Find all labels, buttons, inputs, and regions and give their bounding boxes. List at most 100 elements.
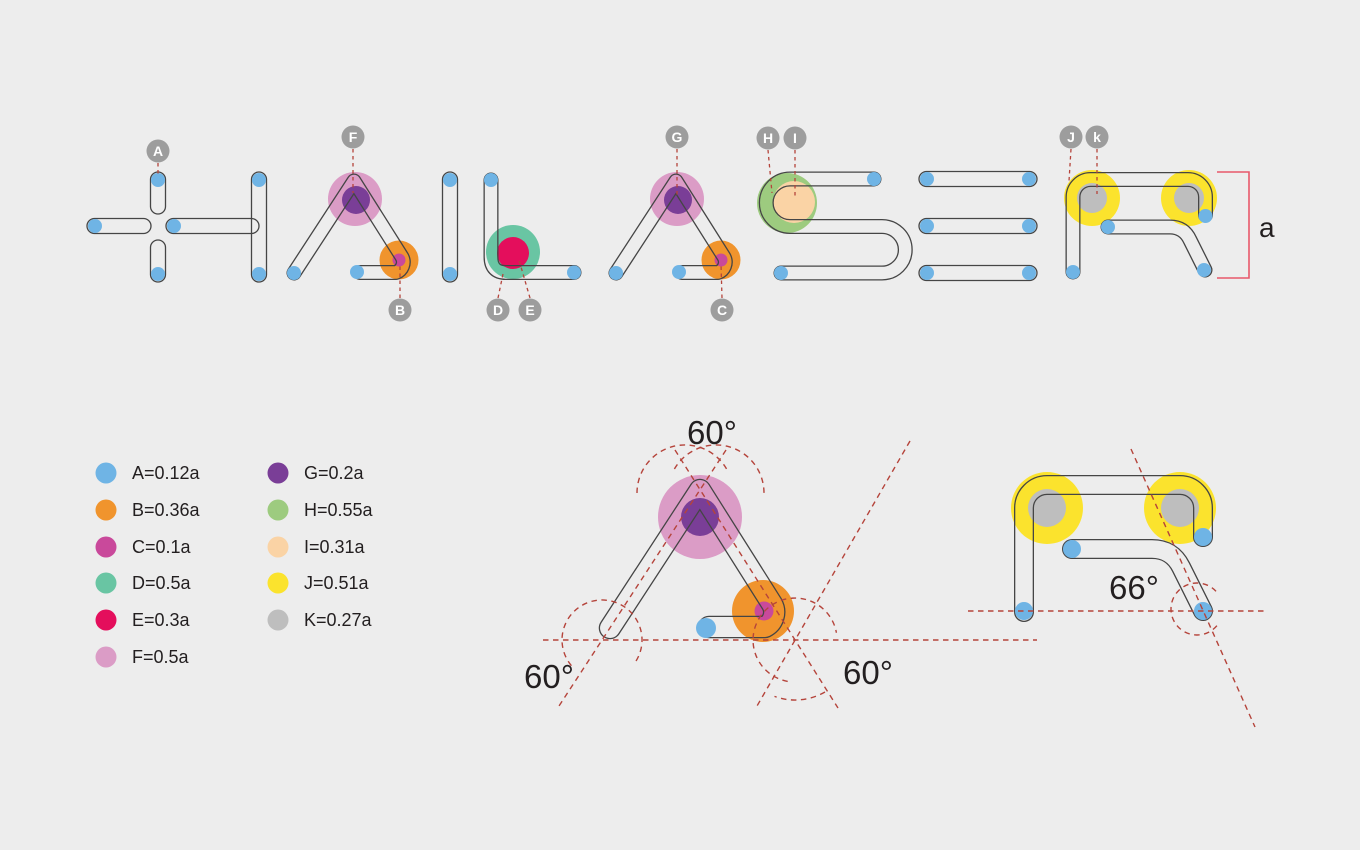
r-construction-lines xyxy=(968,448,1266,728)
badge-label-d: D xyxy=(493,302,503,318)
legend-label-g: G=0.2a xyxy=(304,463,365,483)
angle-top: 60° xyxy=(687,414,737,451)
badge-label-k: k xyxy=(1093,129,1101,145)
angle-r: 66° xyxy=(1109,569,1159,606)
terminal-dot xyxy=(443,173,457,187)
legend-label-c: C=0.1a xyxy=(132,537,192,557)
badge-label-j: J xyxy=(1067,129,1075,145)
legend-label-i: I=0.31a xyxy=(304,537,366,557)
angle-bottom-right: 60° xyxy=(843,654,893,691)
text-layer: A=0.12a B=0.36a C=0.1a D=0.5a E=0.3a F=0… xyxy=(132,212,1275,695)
legend-label-j: J=0.51a xyxy=(304,573,370,593)
a-right-angle-arc xyxy=(752,597,838,683)
terminal-dot xyxy=(1197,263,1211,277)
a-apex-arc xyxy=(636,444,728,494)
a-right-leg-line xyxy=(674,449,839,709)
badge-label-g: G xyxy=(672,129,683,145)
a-right-angle-arc xyxy=(774,691,826,701)
terminal-dot xyxy=(920,266,934,280)
legend-label-b: B=0.36a xyxy=(132,500,201,520)
badge-label-b: B xyxy=(395,302,405,318)
terminal-dots xyxy=(88,172,1213,638)
legend-label-k: K=0.27a xyxy=(304,610,373,630)
badge-label-c: C xyxy=(717,302,727,318)
terminal-dot xyxy=(88,219,102,233)
terminal-dot xyxy=(151,267,165,281)
letter-e-bar-mid xyxy=(918,217,1038,235)
letter-e-bar-top xyxy=(918,170,1038,188)
terminal-dot xyxy=(1198,209,1213,223)
legend-swatch-c xyxy=(95,536,117,558)
terminal-dot xyxy=(1022,266,1036,280)
legend-swatch-i xyxy=(267,536,289,558)
a-left-leg-line xyxy=(558,449,727,707)
badge-e xyxy=(518,298,542,322)
legend-swatch-b xyxy=(95,499,117,521)
legend-label-h: H=0.55a xyxy=(304,500,374,520)
angle-labels: 60° 60° 60° 66° xyxy=(524,414,1159,695)
badge-g xyxy=(665,125,689,149)
legend-swatch-h xyxy=(267,499,289,521)
legend-label-d: D=0.5a xyxy=(132,573,192,593)
terminal-dot xyxy=(167,219,181,233)
a-construction-lines xyxy=(543,440,1037,709)
letter-h-bar xyxy=(165,217,260,235)
legend-swatch-a xyxy=(95,462,117,484)
terminal-dot-large xyxy=(1015,602,1033,620)
legend xyxy=(95,462,289,668)
terminal-dot xyxy=(252,267,266,281)
legend-swatch-f xyxy=(95,646,117,668)
terminal-dot-large xyxy=(1063,540,1081,558)
terminal-dot xyxy=(1022,172,1036,186)
letter-i xyxy=(441,171,459,283)
badge-label-f: F xyxy=(349,129,358,145)
badge-f xyxy=(341,125,365,149)
badge-label-i: I xyxy=(793,130,797,146)
legend-swatch-j xyxy=(267,572,289,594)
terminal-dot xyxy=(774,266,788,280)
badge-label-e: E xyxy=(525,302,534,318)
badge-labels: A F B D E G C H I J k xyxy=(153,129,1101,318)
legend-swatch-g xyxy=(267,462,289,484)
leader-h xyxy=(767,149,773,194)
terminal-dot xyxy=(350,265,364,279)
badge-a xyxy=(146,139,170,163)
legend-labels: A=0.12a B=0.36a C=0.1a D=0.5a E=0.3a F=0… xyxy=(132,463,374,667)
leader-j xyxy=(1068,148,1072,182)
terminal-dot xyxy=(1022,219,1036,233)
legend-label-e: E=0.3a xyxy=(132,610,191,630)
badge-label-h: H xyxy=(763,130,773,146)
badge-i xyxy=(783,126,807,150)
letter-e-bar-bottom xyxy=(918,264,1038,282)
legend-label-a: A=0.12a xyxy=(132,463,201,483)
legend-label-f: F=0.5a xyxy=(132,647,190,667)
badges xyxy=(146,125,1109,322)
terminal-dot xyxy=(1066,265,1080,279)
terminal-dot xyxy=(151,173,165,187)
terminal-dot xyxy=(484,173,498,187)
letter-cross-bottom xyxy=(149,239,167,283)
legend-swatch-e xyxy=(95,609,117,631)
terminal-dot-large xyxy=(696,618,716,638)
dimension-label-a: a xyxy=(1259,212,1275,243)
badge-b xyxy=(388,298,412,322)
terminal-dot xyxy=(1101,220,1115,234)
badge-label-a: A xyxy=(153,143,163,159)
terminal-dot xyxy=(867,172,881,186)
terminal-dot xyxy=(567,265,581,280)
pill-letters xyxy=(86,170,1038,283)
terminal-dot xyxy=(609,266,623,280)
a-mirror-line xyxy=(756,440,911,707)
terminal-dot xyxy=(443,267,457,281)
terminal-dot xyxy=(252,173,266,187)
terminal-dot xyxy=(672,265,686,279)
a-apex-arc xyxy=(673,444,765,494)
terminal-dot xyxy=(920,219,934,233)
angle-bottom-left: 60° xyxy=(524,658,574,695)
a-left-angle-arc xyxy=(561,599,643,667)
letter-h-stem xyxy=(250,171,268,283)
terminal-dot xyxy=(287,266,301,280)
badge-d xyxy=(486,298,510,322)
badge-c xyxy=(710,298,734,322)
